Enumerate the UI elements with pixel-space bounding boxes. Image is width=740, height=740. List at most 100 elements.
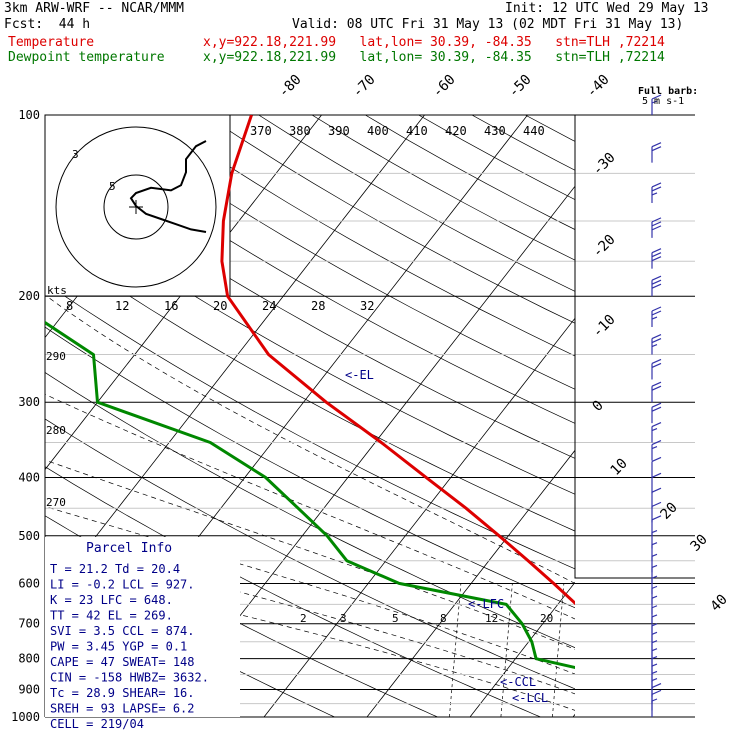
wind-barb bbox=[651, 575, 658, 595]
pressure-tick-label: 400 bbox=[18, 470, 40, 484]
wind-barb bbox=[651, 529, 658, 549]
isotherm-line bbox=[263, 317, 575, 717]
isotherm-label: -50 bbox=[506, 72, 535, 101]
parcel-info-line: SVI = 3.5 CCL = 874. bbox=[50, 624, 195, 638]
mixing-ratio-top-label: 24 bbox=[262, 299, 276, 313]
model-title: 3km ARW-WRF -- NCAR/MMM bbox=[4, 1, 185, 16]
dry-adiabat-line bbox=[418, 115, 575, 201]
mixing-ratio-line bbox=[552, 583, 565, 717]
wind-barb bbox=[651, 275, 662, 297]
pressure-tick-label: 1000 bbox=[11, 710, 40, 724]
theta-e-label: 430 bbox=[484, 124, 506, 138]
theta-e-label: 420 bbox=[445, 124, 467, 138]
barb-key-title: Full barb: bbox=[638, 86, 698, 97]
parcel-info-line: SREH = 93 LAPSE= 6.2 bbox=[50, 702, 195, 716]
isotherm-line bbox=[469, 581, 575, 717]
mixing-ratio-label: 20 bbox=[540, 612, 553, 625]
wind-barb bbox=[651, 248, 662, 269]
pressure-tick-label: 900 bbox=[18, 682, 40, 696]
ccl-marker: <-CCL bbox=[500, 675, 536, 689]
wind-barb bbox=[651, 564, 658, 584]
dry-adiabat-label: 270 bbox=[46, 496, 66, 509]
lcl-marker: <-LCL bbox=[512, 691, 548, 705]
theta-e-label: 390 bbox=[328, 124, 350, 138]
mixing-ratio-top-label: 20 bbox=[213, 299, 227, 313]
wind-barb bbox=[651, 334, 662, 355]
parcel-info-line: CAPE = 47 SWEAT= 148 bbox=[50, 655, 195, 669]
dewpoint-location: x,y=922.18,221.99 lat,lon= 30.39, -84.35… bbox=[203, 50, 665, 65]
parcel-info-line: CIN = -158 HWBZ= 3632. bbox=[50, 671, 209, 685]
isotherm-label: 20 bbox=[658, 500, 681, 523]
lfc-marker: <-LFC bbox=[468, 597, 504, 611]
sounding-lines bbox=[45, 115, 575, 670]
theta-e-label: 370 bbox=[250, 124, 272, 138]
mixing-ratio-label: 2 bbox=[300, 612, 307, 625]
pressure-tick-label: 200 bbox=[18, 289, 40, 303]
mixing-ratio-top-label: 28 bbox=[311, 299, 325, 313]
wind-barb bbox=[651, 542, 658, 561]
mixing-ratio-line bbox=[449, 583, 462, 717]
temperature-legend-label: Temperature bbox=[8, 35, 95, 50]
dry-adiabat-line bbox=[471, 115, 575, 171]
wind-barb bbox=[651, 142, 662, 163]
moist-adiabat-line bbox=[45, 393, 575, 620]
hodograph-trace bbox=[129, 140, 207, 233]
wind-barb bbox=[651, 306, 662, 328]
wind-barb bbox=[651, 501, 662, 523]
moist-adiabat-line bbox=[45, 567, 575, 711]
mixing-ratio-label: 3 bbox=[340, 612, 347, 625]
forecast-hour: Fcst: 44 h bbox=[4, 17, 91, 32]
dry-adiabat-line bbox=[258, 115, 575, 292]
init-time: Init: 12 UTC Wed 29 May 13 bbox=[505, 1, 709, 16]
parcel-info-line: K = 23 LFC = 648. bbox=[50, 593, 173, 607]
wind-barb bbox=[651, 421, 662, 443]
hodograph-ring-label: 5 bbox=[109, 180, 116, 193]
parcel-info-line: PW = 3.45 YGP = 0.1 bbox=[50, 640, 187, 654]
wind-barb bbox=[651, 381, 662, 403]
hodograph-ring-outer bbox=[55, 126, 217, 288]
mixing-ratio-line bbox=[604, 583, 615, 717]
hodograph-unit-label: kts bbox=[47, 284, 67, 297]
isotherm-label: 40 bbox=[708, 592, 731, 615]
hodograph: 3 5 kts bbox=[44, 114, 231, 297]
isotherm-label: 10 bbox=[608, 456, 631, 479]
dewpoint-line bbox=[45, 320, 575, 670]
mixing-ratio-top-label: 32 bbox=[360, 299, 374, 313]
isotherm-label: 30 bbox=[688, 532, 711, 555]
isotherm-label: -80 bbox=[276, 72, 305, 101]
mixing-ratio-label: 8 bbox=[440, 612, 447, 625]
temperature-location: x,y=922.18,221.99 lat,lon= 30.39, -84.35… bbox=[203, 35, 665, 50]
mixing-ratio-label: 5 bbox=[392, 612, 399, 625]
theta-e-label: 400 bbox=[367, 124, 389, 138]
pressure-tick-label: 800 bbox=[18, 652, 40, 666]
pressure-tick-label: 600 bbox=[18, 576, 40, 590]
dry-adiabat-label: 280 bbox=[46, 424, 66, 437]
isotherm-label: -40 bbox=[584, 72, 613, 101]
wind-barb bbox=[651, 487, 662, 509]
wind-barb bbox=[651, 698, 658, 717]
wind-barb bbox=[651, 472, 662, 494]
isotherm-line bbox=[45, 115, 425, 603]
wind-barb bbox=[651, 217, 662, 238]
pressure-tick-label: 700 bbox=[18, 617, 40, 631]
wind-barb bbox=[651, 515, 662, 536]
parcel-info-line: T = 21.2 Td = 20.4 bbox=[50, 562, 180, 576]
isotherm-line bbox=[572, 713, 575, 717]
wind-barb bbox=[651, 402, 662, 424]
mixing-ratio-top-label: 12 bbox=[115, 299, 129, 313]
el-marker: <-EL bbox=[345, 368, 374, 382]
theta-e-label: 410 bbox=[406, 124, 428, 138]
theta-e-label: 380 bbox=[289, 124, 311, 138]
pressure-tick-label: 300 bbox=[18, 395, 40, 409]
valid-time: Valid: 08 UTC Fri 31 May 13 (02 MDT Fri … bbox=[292, 17, 684, 32]
moist-adiabat-line bbox=[46, 295, 575, 584]
mixing-ratio-line bbox=[500, 583, 513, 717]
wind-barb bbox=[651, 440, 662, 461]
hodograph-ring-inner bbox=[103, 174, 169, 240]
isotherm-line bbox=[366, 449, 575, 717]
parcel-info-bg bbox=[45, 537, 240, 717]
temperature-line bbox=[220, 115, 575, 606]
pressure-tick-label: 500 bbox=[18, 529, 40, 543]
isotherm-line bbox=[45, 115, 322, 471]
